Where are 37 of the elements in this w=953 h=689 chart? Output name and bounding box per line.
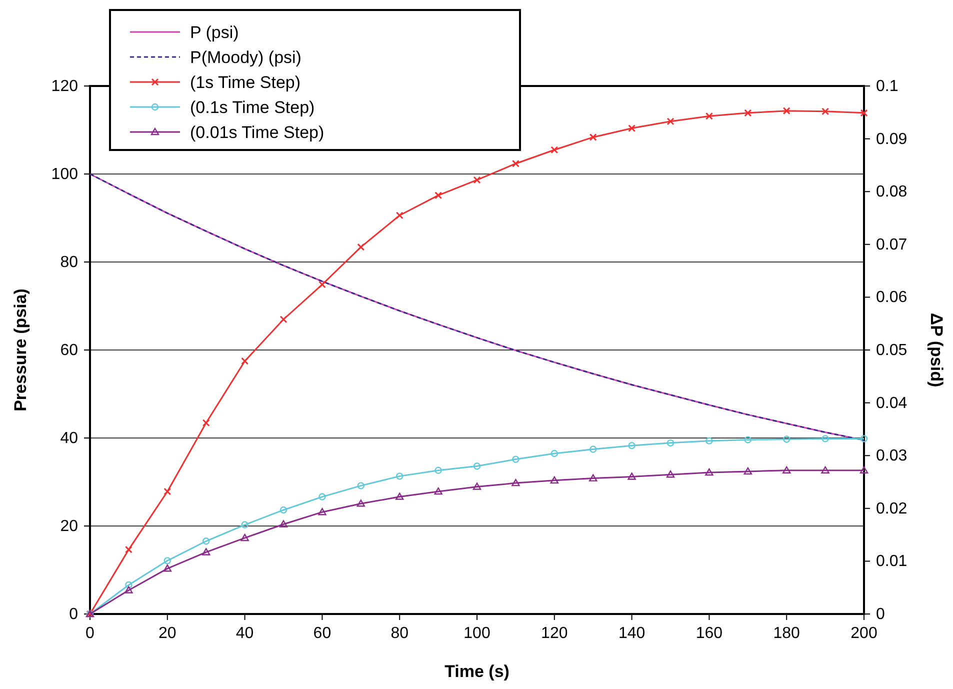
y2-tick-label: 0.01 xyxy=(876,553,908,570)
y2-tick-label: 0.07 xyxy=(876,236,908,254)
x-axis-title: Time (s) xyxy=(444,662,510,681)
x-tick-label: 160 xyxy=(696,625,723,642)
legend-label: (0.01s Time Step) xyxy=(190,123,324,142)
legend-label: (0.1s Time Step) xyxy=(190,98,315,117)
y-tick-label: 60 xyxy=(60,342,78,359)
y-tick-label: 20 xyxy=(60,518,78,535)
y-tick-label: 120 xyxy=(51,78,78,95)
x-tick-label: 100 xyxy=(464,625,490,642)
x-tick-label: 0 xyxy=(86,625,95,642)
x-tick-label: 40 xyxy=(236,625,254,642)
x-tick-label: 120 xyxy=(541,625,568,642)
y-axis-title: Pressure (psia) xyxy=(11,288,30,412)
y2-tick-label: 0.02 xyxy=(876,500,908,518)
y-tick-label: 80 xyxy=(60,254,78,271)
x-tick-label: 200 xyxy=(850,625,878,642)
legend-label: (1s Time Step) xyxy=(190,73,301,92)
legend-label: P(Moody) (psi) xyxy=(190,48,302,67)
x-tick-label: 60 xyxy=(313,625,332,642)
y-tick-label: 100 xyxy=(51,166,78,183)
y2-tick-label: 0.1 xyxy=(876,78,898,95)
y2-tick-label: 0.06 xyxy=(876,289,908,306)
x-tick-label: 20 xyxy=(158,625,176,642)
x-tick-label: 180 xyxy=(773,625,800,642)
y2-tick-label: 0.05 xyxy=(876,342,908,359)
y-tick-label: 0 xyxy=(69,606,78,623)
y2-tick-label: 0.03 xyxy=(876,448,908,465)
legend-label: P (psi) xyxy=(190,23,239,42)
y2-tick-label: 0.09 xyxy=(876,130,908,148)
y2-tick-label: 0 xyxy=(876,606,885,623)
x-tick-label: 80 xyxy=(390,625,409,642)
y2-tick-label: 0.08 xyxy=(876,184,908,201)
x-tick-label: 140 xyxy=(618,625,646,642)
y-tick-label: 40 xyxy=(60,430,78,447)
y2-tick-label: 0.04 xyxy=(876,394,908,412)
y2-axis-title: ΔP (psid) xyxy=(927,312,946,388)
